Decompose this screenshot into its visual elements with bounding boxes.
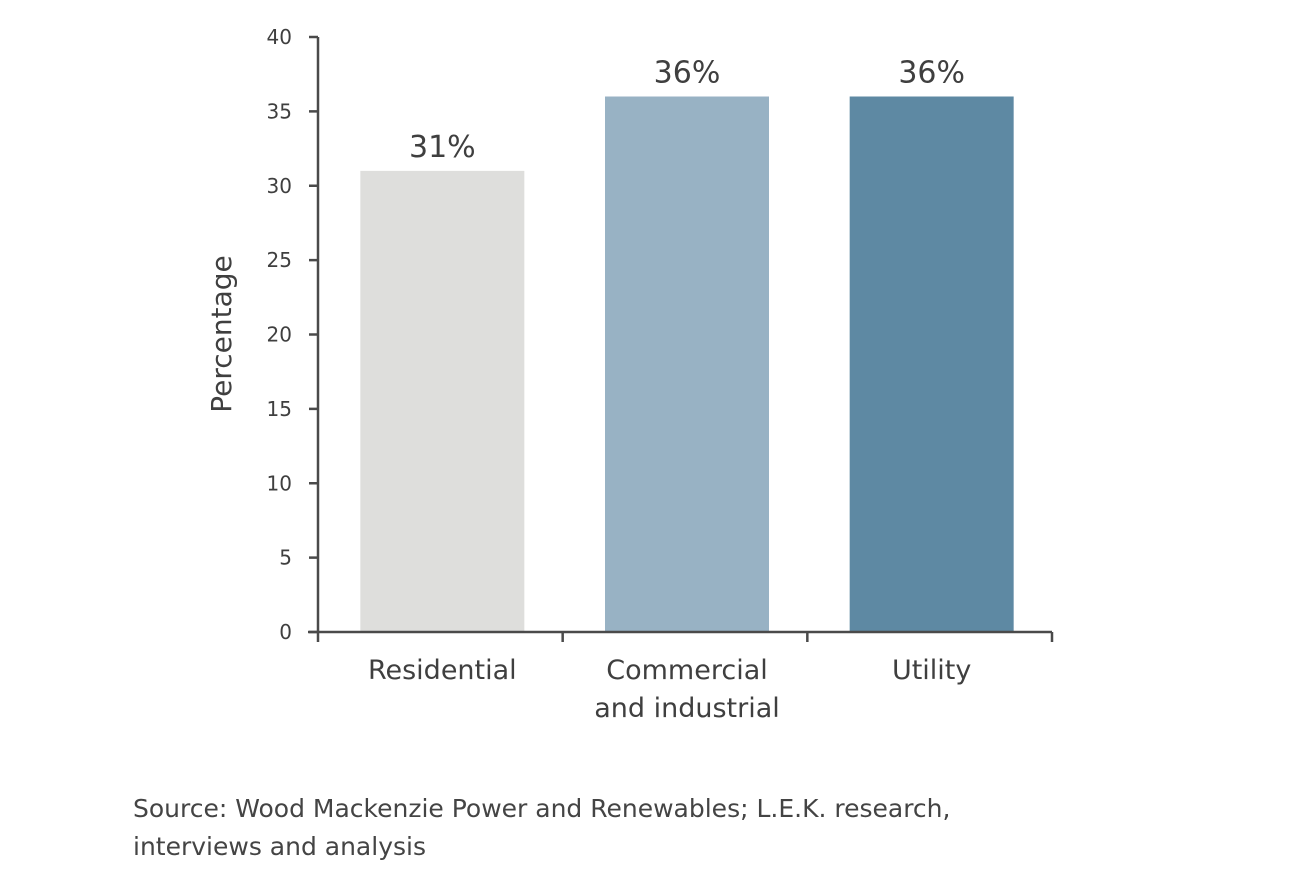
data-label: 31%	[409, 130, 476, 165]
data-label: 36%	[654, 56, 721, 91]
bar-commercial-and-industrial	[605, 96, 769, 632]
y-tick-label: 5	[279, 546, 292, 570]
bar-chart: 0 5 10 15 20 25 30 35 40 31% 36% 36% Residential Co…	[205, 25, 1054, 724]
data-label: 36%	[898, 56, 965, 91]
source-note: Source: Wood Mackenzie Power and Renewab…	[133, 794, 951, 861]
y-tick-label: 0	[279, 620, 292, 644]
x-category-label: Utility	[892, 655, 971, 686]
y-tick-label: 20	[267, 323, 292, 347]
x-axis: Residential Commercial and industrial Utili…	[308, 630, 1054, 724]
bar-residential	[360, 170, 525, 632]
x-category-label: Commercial and industrial	[594, 655, 780, 724]
y-tick-label: 10	[267, 471, 292, 495]
y-tick-label: 25	[267, 248, 292, 272]
bars: 31% 36% 36%	[360, 56, 1014, 632]
y-axis-title: Percentage	[205, 255, 238, 413]
x-category-label: Residential	[368, 655, 517, 686]
y-tick-label: 35	[267, 99, 292, 123]
y-tick-label: 15	[267, 397, 292, 421]
y-tick-label: 30	[267, 174, 292, 198]
bar-utility	[849, 96, 1014, 632]
y-tick-label: 40	[267, 25, 292, 49]
y-axis: 0 5 10 15 20 25 30 35 40	[267, 25, 320, 644]
